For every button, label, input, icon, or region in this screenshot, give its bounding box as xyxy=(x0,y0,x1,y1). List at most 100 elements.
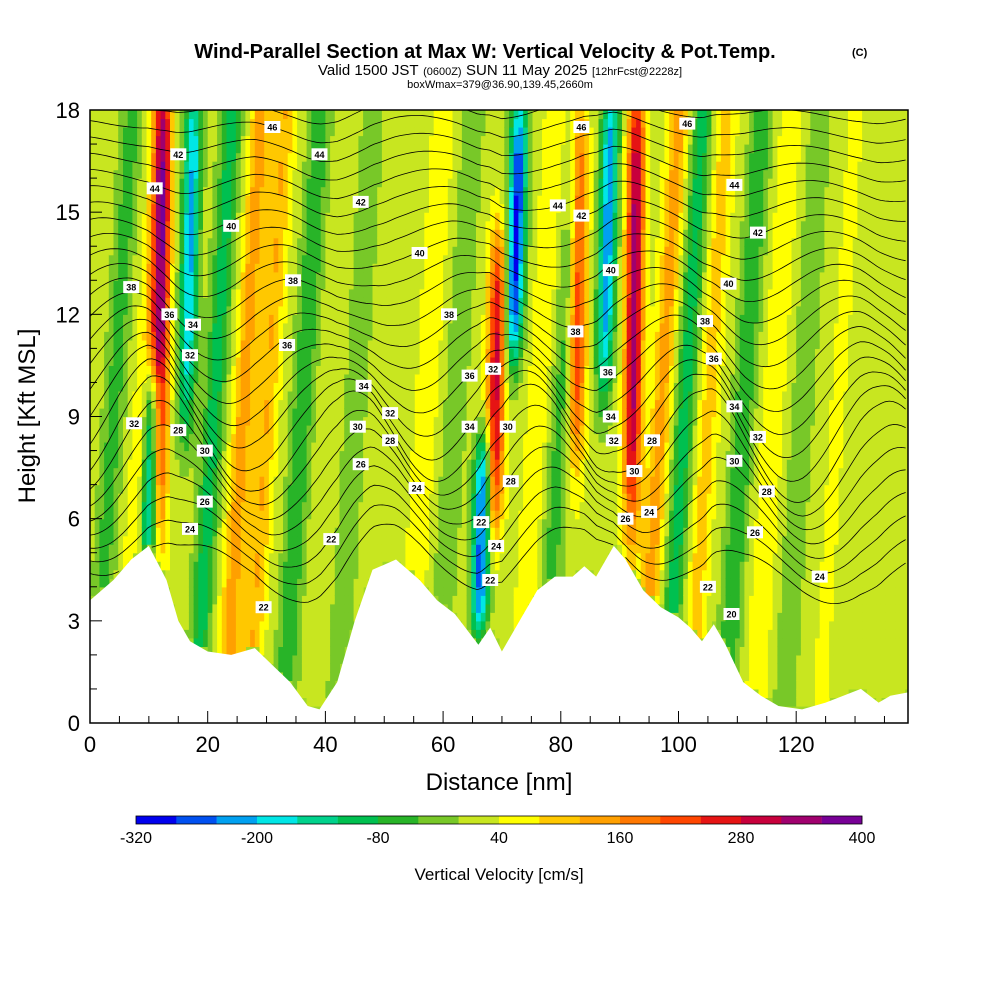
w-cell xyxy=(400,254,406,264)
w-cell xyxy=(278,629,284,639)
w-cell xyxy=(367,518,374,528)
w-cell xyxy=(278,663,284,673)
w-cell xyxy=(160,433,166,443)
w-cell xyxy=(353,595,359,605)
w-cell xyxy=(155,459,162,469)
w-cell xyxy=(377,280,383,290)
w-cell xyxy=(301,569,308,579)
w-cell xyxy=(240,152,246,162)
w-cell xyxy=(174,169,180,179)
w-cell xyxy=(429,203,435,213)
w-cell xyxy=(283,646,289,656)
w-cell xyxy=(405,203,411,213)
w-cell xyxy=(123,212,129,222)
w-cell xyxy=(221,203,228,213)
w-cell xyxy=(108,365,115,375)
w-cell xyxy=(405,450,411,460)
w-cell xyxy=(396,382,402,392)
w-cell xyxy=(207,348,213,358)
w-cell xyxy=(193,459,199,469)
w-cell xyxy=(212,305,218,315)
w-cell xyxy=(113,382,119,392)
w-cell xyxy=(108,527,115,537)
w-cell xyxy=(141,297,148,307)
w-cell xyxy=(160,220,166,230)
w-cell xyxy=(353,544,359,554)
w-cell xyxy=(443,246,449,256)
w-cell xyxy=(283,654,289,664)
w-cell xyxy=(221,110,228,120)
w-cell xyxy=(348,467,355,477)
w-cell xyxy=(306,110,312,120)
w-cell xyxy=(471,246,477,256)
w-cell xyxy=(429,493,435,503)
w-cell xyxy=(231,646,237,656)
w-cell xyxy=(339,484,345,494)
w-cell xyxy=(424,408,430,418)
w-cell xyxy=(372,271,378,281)
w-cell xyxy=(141,178,148,188)
w-cell xyxy=(108,314,115,324)
w-cell xyxy=(353,229,359,239)
w-cell xyxy=(188,595,195,605)
w-cell xyxy=(297,305,303,315)
w-cell xyxy=(476,629,482,639)
w-cell xyxy=(278,373,284,383)
w-cell xyxy=(348,212,355,222)
w-cell xyxy=(118,544,124,554)
w-cell xyxy=(433,271,439,281)
w-cell xyxy=(104,391,110,401)
w-cell xyxy=(433,263,439,273)
w-cell xyxy=(268,527,275,537)
w-cell xyxy=(226,229,232,239)
w-cell xyxy=(292,246,298,256)
w-cell xyxy=(377,476,383,486)
w-cell xyxy=(151,144,157,154)
w-cell xyxy=(184,263,190,273)
w-cell xyxy=(155,280,162,290)
w-cell xyxy=(443,161,449,171)
w-cell xyxy=(123,305,129,315)
w-cell xyxy=(400,161,406,171)
w-cell xyxy=(245,263,251,273)
w-cell xyxy=(235,152,242,162)
w-cell xyxy=(433,391,439,401)
w-cell xyxy=(264,450,270,460)
w-cell xyxy=(363,518,369,528)
w-cell xyxy=(127,195,133,205)
w-cell xyxy=(391,229,397,239)
w-cell xyxy=(245,169,251,179)
w-cell xyxy=(193,110,199,120)
w-cell xyxy=(325,246,331,256)
w-cell xyxy=(424,169,430,179)
w-cell xyxy=(203,322,209,332)
w-cell xyxy=(348,450,355,460)
w-cell xyxy=(221,271,228,281)
w-cell xyxy=(391,425,397,435)
w-cell xyxy=(414,450,421,460)
w-cell xyxy=(259,263,265,273)
w-cell xyxy=(217,578,223,588)
w-cell xyxy=(245,544,251,554)
w-cell xyxy=(306,237,312,247)
w-cell xyxy=(127,220,133,230)
w-cell xyxy=(339,544,345,554)
w-cell xyxy=(146,408,152,418)
w-cell xyxy=(433,280,439,290)
w-cell xyxy=(330,671,336,681)
w-cell xyxy=(235,518,242,528)
w-cell xyxy=(443,561,449,571)
w-cell xyxy=(306,135,312,145)
w-cell xyxy=(207,280,213,290)
w-cell xyxy=(476,527,482,537)
w-cell xyxy=(452,356,458,366)
w-cell xyxy=(174,331,180,341)
w-cell xyxy=(301,680,308,690)
w-cell xyxy=(344,348,350,358)
w-cell xyxy=(184,373,190,383)
w-cell xyxy=(99,467,105,477)
w-cell xyxy=(207,365,213,375)
w-cell xyxy=(297,552,303,562)
w-cell xyxy=(344,339,350,349)
w-cell xyxy=(476,612,482,622)
